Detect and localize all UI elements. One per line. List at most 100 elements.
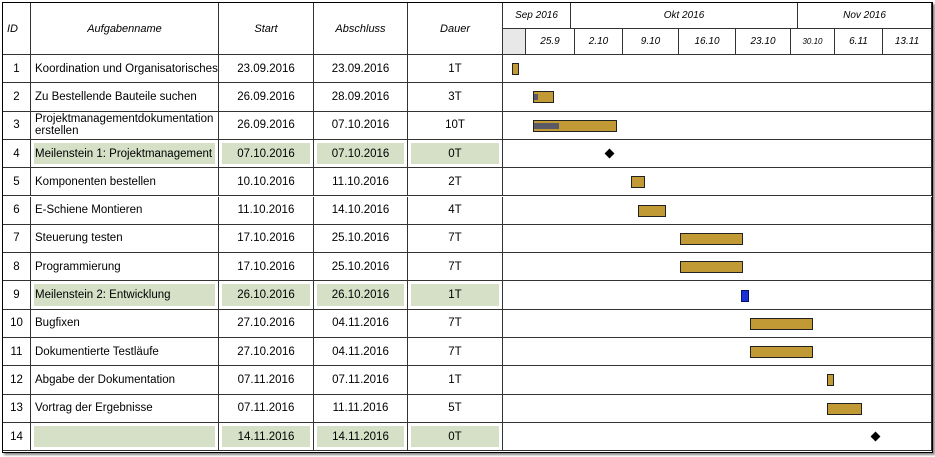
- task-cell-start[interactable]: 07.10.2016: [219, 139, 314, 169]
- task-cell-id[interactable]: 1: [3, 55, 31, 84]
- task-cell-name[interactable]: Komponenten bestellen: [31, 168, 219, 197]
- task-cell-duration[interactable]: 1T: [408, 281, 503, 310]
- task-cell-id[interactable]: 4: [3, 139, 31, 169]
- task-cell-id[interactable]: 14: [3, 422, 31, 452]
- task-cell-name[interactable]: Projektmanagementdokumentation erstellen: [31, 111, 219, 140]
- task-cell-start[interactable]: 17.10.2016: [219, 253, 314, 282]
- task-cell-duration[interactable]: 4T: [408, 196, 503, 225]
- task-cell-end[interactable]: 14.11.2016: [314, 422, 408, 452]
- task-cell-end[interactable]: 11.11.2016: [314, 394, 408, 423]
- task-bar[interactable]: [750, 346, 813, 359]
- task-cell-id[interactable]: 6: [3, 196, 31, 225]
- task-cell-end[interactable]: 28.09.2016: [314, 83, 408, 112]
- column-header-name[interactable]: Aufgabenname: [31, 3, 219, 55]
- task-cell-id[interactable]: 13: [3, 394, 31, 423]
- task-cell-start[interactable]: 23.09.2016: [219, 55, 314, 84]
- task-cell-name[interactable]: Koordination und Organisatorisches: [31, 55, 219, 84]
- task-progress: [534, 122, 559, 129]
- task-cell-id[interactable]: 7: [3, 224, 31, 254]
- task-bar[interactable]: [631, 176, 645, 189]
- task-cell-start[interactable]: 07.11.2016: [219, 366, 314, 395]
- task-cell-start[interactable]: 26.09.2016: [219, 83, 314, 112]
- task-cell-end[interactable]: 04.11.2016: [314, 338, 408, 367]
- timeline-week-header: 9.10: [623, 29, 679, 55]
- timeline-week-header: 13.11: [883, 29, 932, 55]
- task-cell-duration[interactable]: 7T: [408, 309, 503, 338]
- task-cell-end[interactable]: 25.10.2016: [314, 253, 408, 282]
- task-cell-start[interactable]: 10.10.2016: [219, 168, 314, 197]
- task-bar[interactable]: [750, 317, 813, 330]
- task-cell-duration[interactable]: 0T: [408, 422, 503, 452]
- timeline-week-header: 23.10: [736, 29, 791, 55]
- task-cell-id[interactable]: 9: [3, 281, 31, 310]
- task-cell-duration[interactable]: 1T: [408, 55, 503, 84]
- timeline-week-header: 2.10: [575, 29, 623, 55]
- timeline-row: [503, 394, 932, 423]
- task-cell-end[interactable]: 07.10.2016: [314, 111, 408, 140]
- task-bar[interactable]: [638, 204, 666, 217]
- task-cell-duration[interactable]: 10T: [408, 111, 503, 140]
- task-cell-id[interactable]: 12: [3, 366, 31, 395]
- task-cell-duration[interactable]: 1T: [408, 366, 503, 395]
- task-cell-end[interactable]: 25.10.2016: [314, 224, 408, 254]
- task-cell-duration[interactable]: 3T: [408, 83, 503, 112]
- timeline-row: [503, 196, 932, 225]
- task-bar[interactable]: [533, 91, 554, 104]
- column-header-duration[interactable]: Dauer: [408, 3, 503, 55]
- column-header-start[interactable]: Start: [219, 3, 314, 55]
- task-cell-duration[interactable]: 5T: [408, 394, 503, 423]
- task-bar[interactable]: [512, 63, 519, 76]
- task-cell-id[interactable]: 8: [3, 253, 31, 282]
- task-cell-start[interactable]: 27.10.2016: [219, 338, 314, 367]
- task-cell-start[interactable]: 26.10.2016: [219, 281, 314, 310]
- task-cell-duration[interactable]: 0T: [408, 139, 503, 169]
- task-cell-name[interactable]: Bugfixen: [31, 309, 219, 338]
- task-bar[interactable]: [827, 374, 834, 387]
- task-cell-start[interactable]: 26.09.2016: [219, 111, 314, 140]
- task-cell-end[interactable]: 23.09.2016: [314, 55, 408, 84]
- task-cell-id[interactable]: 3: [3, 111, 31, 140]
- task-cell-duration[interactable]: 7T: [408, 224, 503, 254]
- timeline-month-header: Okt 2016: [571, 3, 798, 29]
- task-cell-name[interactable]: Zu Bestellende Bauteile suchen: [31, 83, 219, 112]
- column-header-id[interactable]: ID: [3, 3, 31, 55]
- task-cell-id[interactable]: 11: [3, 338, 31, 367]
- task-cell-id[interactable]: 2: [3, 83, 31, 112]
- timeline-week-spacer: [503, 29, 526, 55]
- task-cell-duration[interactable]: 7T: [408, 253, 503, 282]
- task-cell-start[interactable]: 27.10.2016: [219, 309, 314, 338]
- task-cell-id[interactable]: 10: [3, 309, 31, 338]
- task-cell-id[interactable]: 5: [3, 168, 31, 197]
- task-cell-end[interactable]: 11.10.2016: [314, 168, 408, 197]
- task-cell-start[interactable]: 14.11.2016: [219, 422, 314, 452]
- task-cell-name[interactable]: Meilenstein 1: Projektmanagement: [31, 139, 219, 169]
- task-cell-end[interactable]: 14.10.2016: [314, 196, 408, 225]
- task-progress: [534, 94, 538, 101]
- task-cell-name[interactable]: Abgabe der Dokumentation: [31, 366, 219, 395]
- task-cell-end[interactable]: 04.11.2016: [314, 309, 408, 338]
- column-header-end[interactable]: Abschluss: [314, 3, 408, 55]
- task-cell-name[interactable]: E-Schiene Montieren: [31, 196, 219, 225]
- task-bar[interactable]: [680, 261, 743, 274]
- task-bar[interactable]: [827, 402, 862, 415]
- task-cell-duration[interactable]: 2T: [408, 168, 503, 197]
- task-cell-duration[interactable]: 7T: [408, 338, 503, 367]
- task-cell-end[interactable]: 07.10.2016: [314, 139, 408, 169]
- task-cell-name[interactable]: [31, 422, 219, 452]
- task-bar[interactable]: [680, 232, 743, 245]
- task-cell-start[interactable]: 11.10.2016: [219, 196, 314, 225]
- task-cell-name[interactable]: Vortrag der Ergebnisse: [31, 394, 219, 423]
- task-cell-name[interactable]: Dokumentierte Testläufe: [31, 338, 219, 367]
- task-cell-end[interactable]: 07.11.2016: [314, 366, 408, 395]
- task-cell-end[interactable]: 26.10.2016: [314, 281, 408, 310]
- timeline-row: [503, 168, 932, 197]
- timeline-row: [503, 55, 932, 84]
- task-cell-start[interactable]: 17.10.2016: [219, 224, 314, 254]
- timeline-row: [503, 366, 932, 395]
- task-cell-start[interactable]: 07.11.2016: [219, 394, 314, 423]
- milestone-bar[interactable]: [741, 289, 749, 302]
- task-cell-name[interactable]: Meilenstein 2: Entwicklung: [31, 281, 219, 310]
- task-cell-name[interactable]: Programmierung: [31, 253, 219, 282]
- task-cell-name[interactable]: Steuerung testen: [31, 224, 219, 254]
- gantt-chart: ID Aufgabenname Start Abschluss Dauer Sep 201…: [3, 3, 932, 452]
